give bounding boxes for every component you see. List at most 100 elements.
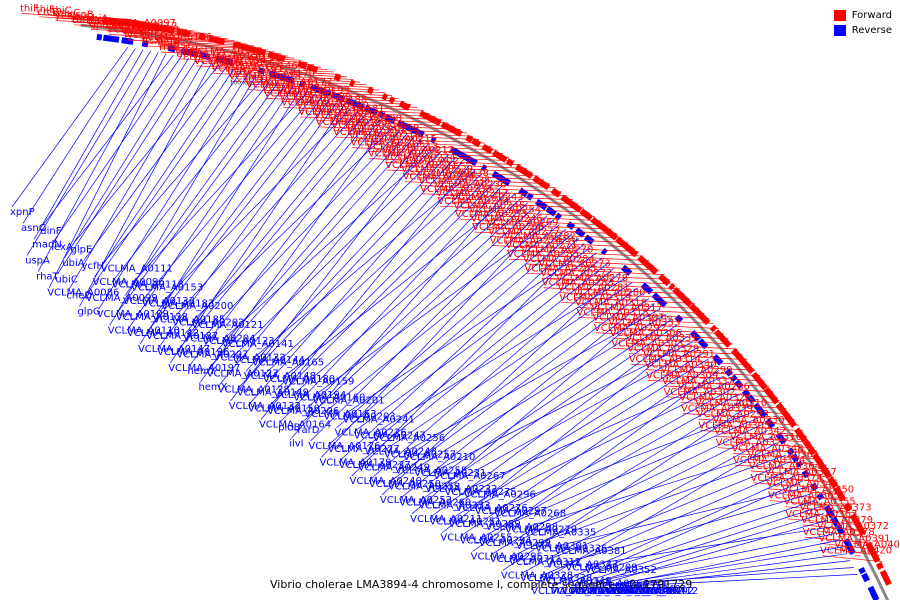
legend-label-reverse: Reverse [851,25,892,36]
forward-leader-line [314,113,443,121]
reverse-feature-label: VCLMA_A0187 [146,331,218,342]
forward-leader-line [192,56,308,63]
forward-gene-mark [434,118,442,126]
reverse-feature-label: VCLMA_A0209 [566,562,638,573]
forward-leader-line [404,181,556,189]
forward-feature-label: VCLMA_A0190 [297,101,369,112]
reverse-feature-label: VCLMA_A0211 [410,514,482,525]
forward-gene-mark [505,158,515,167]
forward-leader-line [418,177,550,185]
forward-leader-line [366,143,498,151]
reverse-feature-label: glpE [70,245,92,256]
forward-leader-line [195,65,334,73]
reverse-feature-label: VCLMA_A0132 [229,401,301,412]
reverse-gene-mark [846,545,856,555]
reverse-feature-label: VCLMA_A0392 [611,586,683,597]
forward-leader-line [611,337,734,345]
reverse-leader-line [567,493,812,563]
forward-feature-label: VCLMA_A0172 [246,80,318,91]
forward-feature-label: VCLMA_A0346 [766,479,838,490]
forward-leader-line [820,542,876,550]
forward-feature-label: VCLMA_A0182 [298,107,370,118]
forward-feature-label: VCLMA_A0274 [490,235,562,246]
reverse-leader-line [586,526,832,566]
forward-feature-label: VCLMA_A0195 [316,117,388,128]
forward-leader-line [282,107,430,114]
forward-feature-label: VCLMA_A0316 [730,432,802,443]
forward-feature-label: VCLMA_A0229 [401,164,473,175]
reverse-leader-line [189,120,380,366]
reverse-gene-mark [830,516,839,524]
forward-feature-label: VCLMA_A0340 [644,360,716,371]
reverse-gene-mark [858,566,866,575]
reverse-leader-line [487,387,735,523]
forward-feature-label: VCLMA_A0348 [731,443,803,454]
forward-gene-mark [882,574,892,586]
ruler-tick-label: 200 kbp [453,171,478,178]
forward-feature-label: VCLMA_A0273 [539,259,611,270]
forward-feature-label: VCLMA_A0103 [107,24,179,35]
forward-feature-label: VCLMA_A0334 [733,455,805,466]
reverse-feature-label: VCLMA_A0237 [339,460,411,471]
reverse-feature-label: VCLMA_A0296 [464,490,536,501]
forward-feature-label: VCLMA_A0219 [331,120,403,131]
forward-gene-mark [875,561,884,570]
forward-leader-line [53,15,146,23]
reverse-feature-label: VCLMA_A0294 [460,535,532,546]
forward-gene-mark [739,358,751,369]
reverse-feature-label: VCLMA_A0141 [222,339,294,350]
reverse-gene-mark [547,207,557,217]
reverse-feature-label: rhaT [36,272,59,283]
forward-feature-label: VCLMA_A0188 [295,94,367,105]
forward-leader-line [594,322,719,329]
forward-feature-label: VCLMA_A0239 [420,184,492,195]
forward-leader-line [752,482,842,490]
reverse-feature-label: VCLMA_A0336 [535,543,607,554]
forward-leader-line [39,16,153,24]
reverse-gene-mark [298,80,306,88]
reverse-leader-line [154,97,323,315]
reverse-feature-label: VCLMA_A0233 [418,500,490,511]
forward-feature-label: VCLMA_A0318 [575,297,647,308]
reverse-leader-line [113,79,272,280]
reverse-leader-line [465,375,725,490]
reverse-leader-line [442,335,688,533]
reverse-feature-label: VCLMA_A0128 [218,385,290,396]
forward-leader-line [505,240,634,248]
reverse-feature-label: VCLMA_A0121 [191,320,263,331]
reverse-gene-mark [537,200,548,211]
reverse-leader-line [450,358,709,520]
forward-feature-label: yecL [55,11,79,22]
forward-feature-label: VCLMA_A0146 [226,61,298,72]
reverse-feature-label: VCLMA_A0110 [108,325,180,336]
forward-feature-label: VCLMA_A0253 [455,209,527,220]
forward-leader-line [716,435,811,443]
forward-leader-line [437,197,579,205]
reverse-leader-line [344,247,591,415]
forward-feature-label: lysA [124,30,145,41]
forward-leader-line [489,236,628,243]
forward-feature-label: VCLMA_A0218 [347,124,419,135]
forward-leader-line [178,58,315,66]
reverse-leader-line [526,448,782,528]
reverse-leader-line [219,140,422,385]
reverse-feature-label: pldB [278,422,300,433]
forward-feature-label: VCLMA_A0361 [747,449,819,460]
reverse-leader-line [597,533,836,582]
forward-leader-line [72,21,181,29]
forward-feature-label: VCLMA_A0154 [194,56,266,67]
forward-feature-label: VCLMA_A0331 [626,333,698,344]
reverse-feature-label: cheD [66,290,92,301]
reverse-leader-line [193,126,394,321]
reverse-gene-mark [752,402,764,414]
forward-leader-line [143,45,275,53]
reverse-leader-line [506,417,759,525]
forward-feature-label: VCLMA_A0290 [660,365,732,376]
reverse-feature-label: VCLMA_A0148 [244,371,316,382]
forward-feature-label: VCLMA_A0272 [540,268,612,279]
reverse-leader-line [491,399,745,555]
reverse-leader-line [264,173,483,375]
reverse-leader-line [238,158,456,388]
reverse-feature-label: VCLMA_A0299 [479,538,551,549]
reverse-leader-line [22,48,136,224]
